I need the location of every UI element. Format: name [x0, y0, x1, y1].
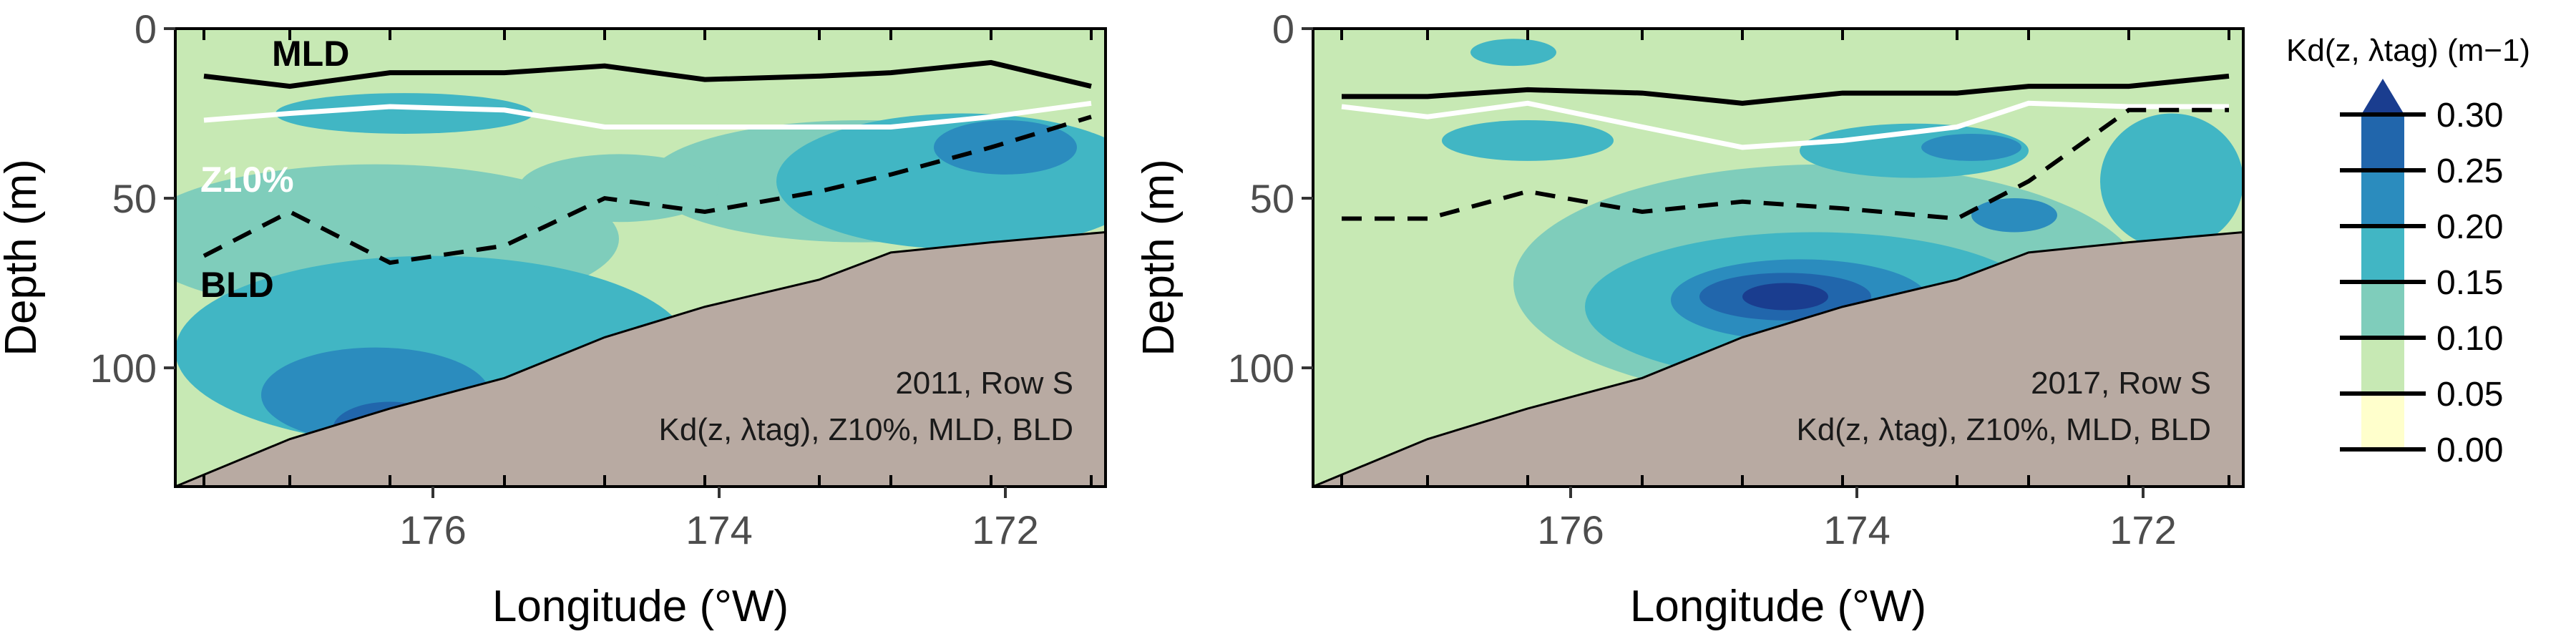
kd-contour-region [275, 93, 533, 134]
colorbar-swatch [2361, 226, 2404, 282]
legend-title: Kd(z, λtag) (m−1) [2286, 33, 2530, 68]
x-axis-ticks: 176 174 172 [1537, 487, 2177, 552]
y-tick-label: 0 [1272, 6, 1294, 52]
y-tick-label: 50 [112, 176, 157, 221]
colorbar-swatch [2361, 170, 2404, 226]
panel-frame [1312, 27, 2245, 488]
bathymetry [1313, 232, 2243, 487]
kd-contour-region [1442, 120, 1614, 161]
panel-label-year: 2011, Row S [895, 366, 1073, 401]
colorbar-swatch [2361, 114, 2404, 170]
kd-contour-region [519, 154, 719, 223]
z10-line [1341, 100, 2229, 150]
colorbar-level-label: 0.25 [2436, 152, 2503, 190]
kd-contour-layer [175, 93, 1106, 457]
kd-contour-region [1971, 198, 2057, 233]
bathymetry [175, 232, 1106, 487]
mld-line [1342, 73, 2230, 106]
colorbar-level-label: 0.20 [2436, 208, 2503, 246]
kd-contour-region [1470, 39, 1556, 67]
y-axis-title: Depth (m) [0, 159, 46, 356]
kd-contour-region [1921, 133, 2021, 161]
station-ticks [1340, 29, 2230, 487]
panel-2011: 176 174 172 0 50 100 Longitude (°W) Depth (m… [0, 6, 1107, 631]
colorbar-swatch [2361, 394, 2404, 449]
colorbar-level-label: 0.05 [2436, 376, 2503, 414]
x-axis-title: Longitude (°W) [1630, 582, 1926, 631]
y-tick-label: 50 [1250, 176, 1294, 221]
z10-label: Z10% [200, 160, 294, 200]
station-ticks [203, 29, 1093, 487]
panel-label-variables: Kd(z, λtag), Z10%, MLD, BLD [658, 412, 1073, 447]
colorbar-level-label: 0.15 [2436, 264, 2503, 302]
panel-2017: 176 174 172 0 50 100 Longitude (°W) Depth (m… [1134, 6, 2245, 631]
z10-line [203, 100, 1092, 130]
colorbar-labels: 0.30 0.25 0.20 0.15 0.10 0.05 0.00 [2436, 97, 2503, 469]
bld-line [1342, 107, 2229, 221]
kd-contour-region [1742, 283, 1828, 311]
colorbar-swatch [2361, 338, 2404, 394]
x-tick-label: 176 [1537, 507, 1604, 552]
panel-frame [174, 27, 1107, 488]
colorbar-level-label: 0.00 [2436, 431, 2503, 469]
x-tick-label: 172 [972, 507, 1038, 552]
panel-label-year: 2017, Row S [2031, 366, 2211, 401]
x-tick-label: 174 [686, 507, 752, 552]
colorbar-level-label: 0.30 [2436, 97, 2503, 135]
y-axis-ticks: 0 50 100 [1228, 6, 1313, 391]
x-tick-label: 172 [2109, 507, 2176, 552]
y-axis-ticks: 0 50 100 [90, 6, 175, 391]
kd-contour-region [2100, 113, 2243, 250]
colorbar-extension [2361, 79, 2404, 114]
x-tick-label: 174 [1823, 507, 1890, 552]
bld-label: BLD [200, 265, 274, 305]
bathymetry-outline [1313, 230, 2243, 487]
mld-line [203, 59, 1092, 89]
y-tick-label: 100 [90, 346, 157, 391]
y-tick-label: 0 [135, 6, 157, 52]
colorbar-level-label: 0.10 [2436, 320, 2503, 358]
mld-label: MLD [272, 34, 349, 74]
colorbar-swatch [2361, 282, 2404, 338]
y-axis-title: Depth (m) [1134, 159, 1184, 356]
colorbar [2340, 79, 2426, 452]
kd-contour-region [934, 120, 1077, 175]
y-tick-label: 100 [1228, 346, 1294, 391]
kd-colorbar-legend: Kd(z, λtag) (m−1) 0.300.250.200.150.100.… [2286, 33, 2530, 469]
panel-label-variables: Kd(z, λtag), Z10%, MLD, BLD [1796, 412, 2211, 447]
bathymetry-outline [175, 230, 1106, 487]
x-tick-label: 176 [399, 507, 466, 552]
x-axis-title: Longitude (°W) [492, 582, 789, 631]
x-axis-ticks: 176 174 172 [399, 487, 1039, 552]
